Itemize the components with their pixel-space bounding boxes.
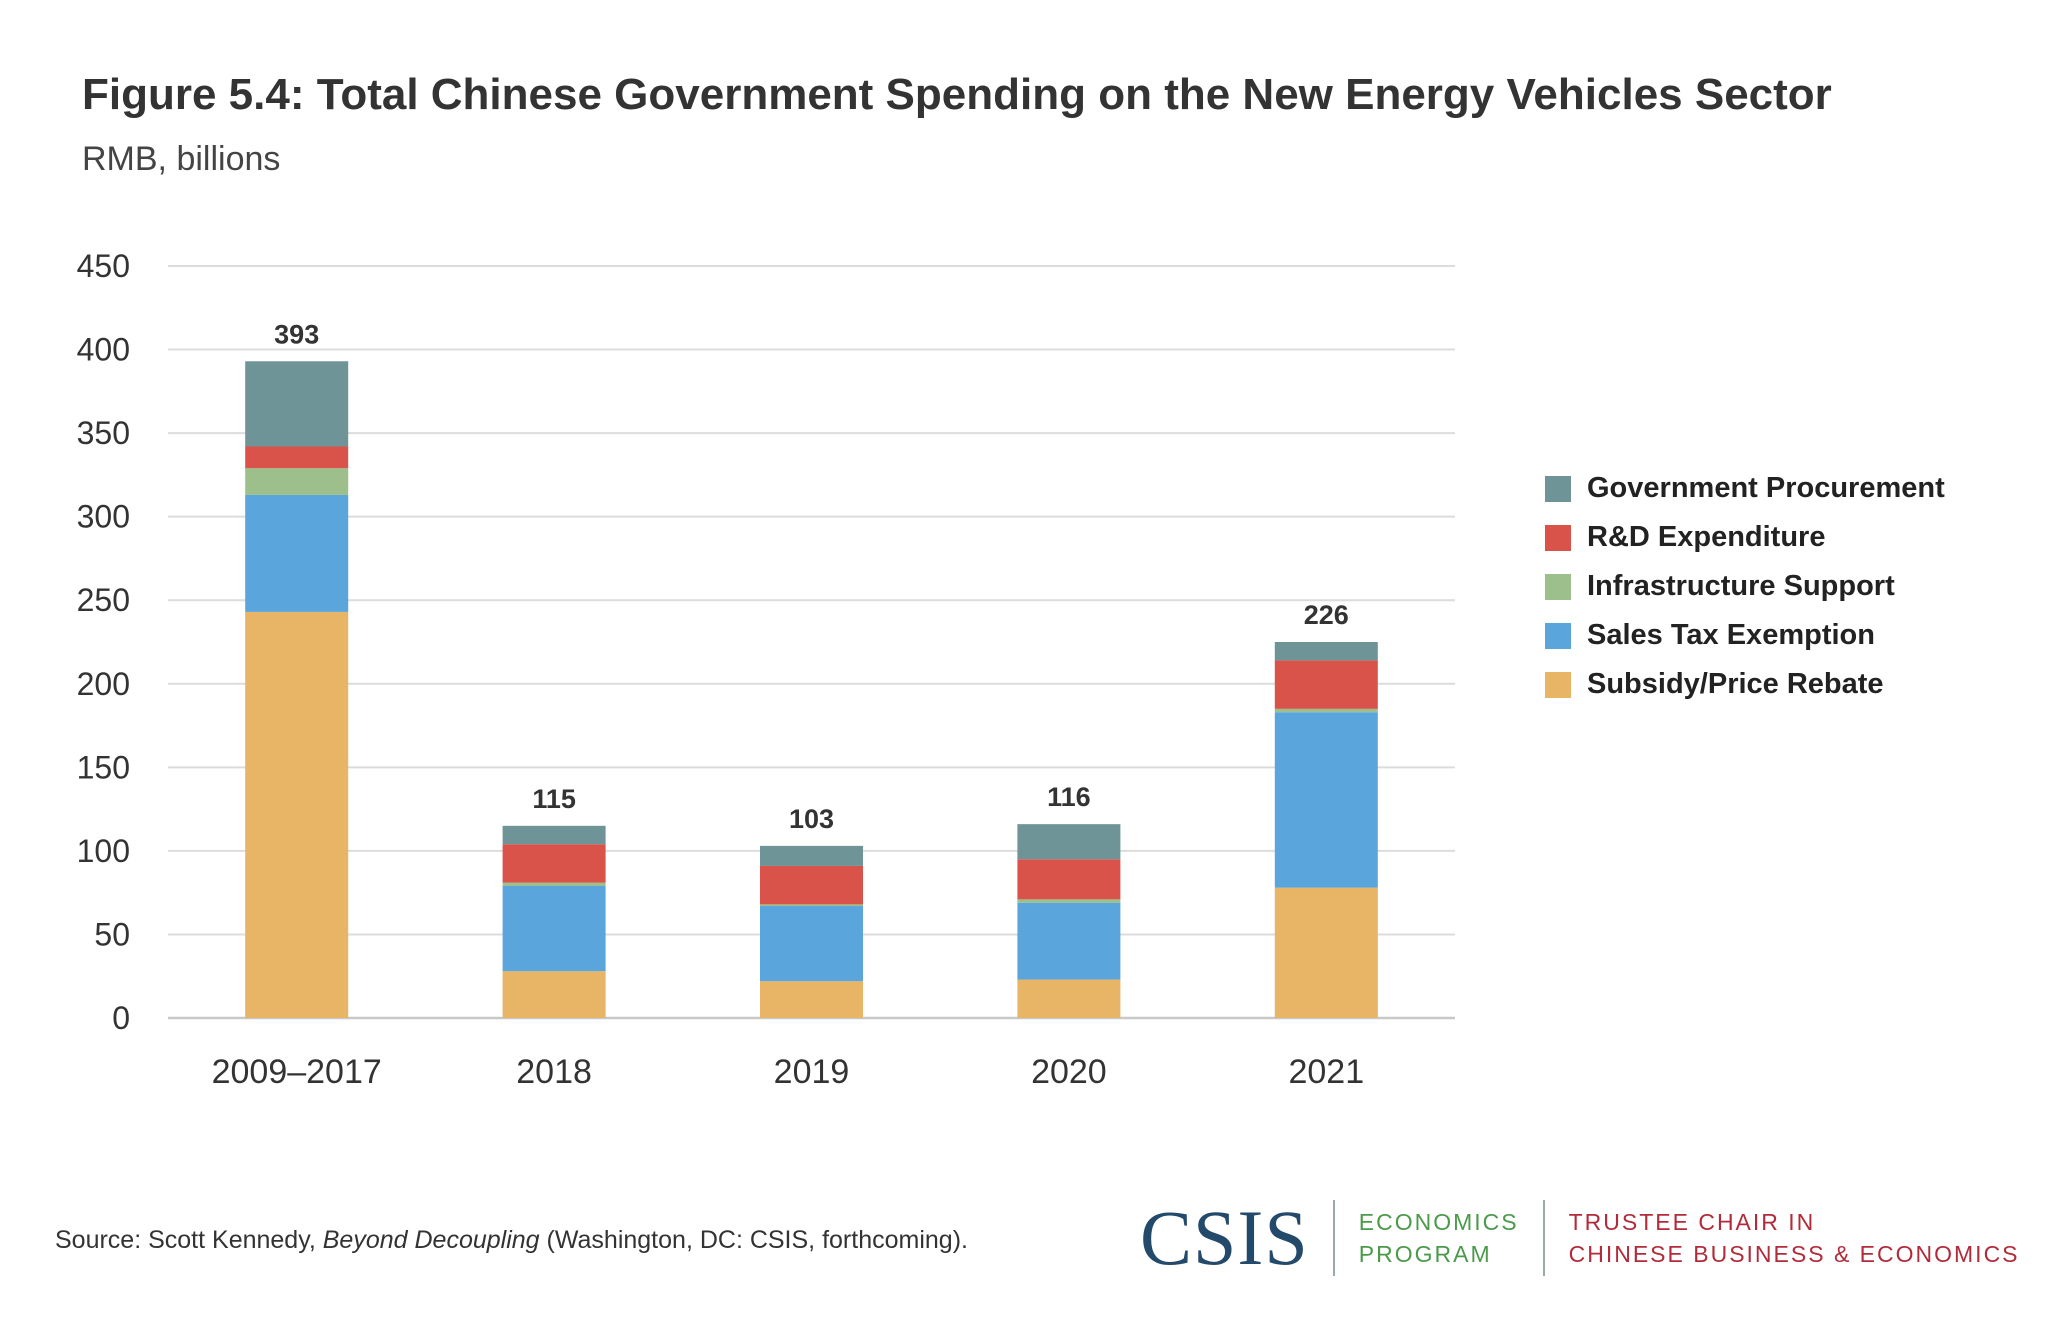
bar-segment <box>1274 642 1378 661</box>
source-note: Source: Scott Kennedy, Beyond Decoupling… <box>55 1226 968 1255</box>
y-tick-label: 100 <box>77 833 130 869</box>
legend-item: Infrastructure Support <box>1545 562 1945 611</box>
legend-label: Infrastructure Support <box>1587 570 1895 602</box>
bar-total-label: 226 <box>1304 600 1349 630</box>
stacked-bar-chart: 0 50 100 150 200 250 300 350 400 450 393 115 103 116… <box>77 248 1455 1091</box>
bar-segment <box>760 904 863 907</box>
bar-segment <box>1017 899 1121 903</box>
bar-segment <box>245 361 349 447</box>
bar-segment <box>1017 902 1121 980</box>
economics-program-label: ECONOMICS PROGRAM <box>1359 1206 1519 1270</box>
legend-item: Sales Tax Exemption <box>1545 611 1945 660</box>
bar-segment <box>502 825 606 845</box>
bars <box>245 361 1378 1018</box>
bar-segment <box>502 882 606 886</box>
x-tick-label: 2021 <box>1288 1053 1364 1091</box>
x-tick-label: 2019 <box>774 1053 850 1091</box>
bar-segment <box>502 971 606 1018</box>
bar-segment <box>245 611 349 1018</box>
bar-segment <box>245 446 349 469</box>
legend: Government Procurement R&D Expenditure Inf… <box>1545 464 1945 709</box>
chair-line-2: CHINESE BUSINESS & ECONOMICS <box>1568 1241 2020 1267</box>
trustee-chair-label: TRUSTEE CHAIR IN CHINESE BUSINESS & ECON… <box>1569 1206 2020 1270</box>
legend-item: R&D Expenditure <box>1545 513 1945 562</box>
legend-item: Government Procurement <box>1545 464 1945 513</box>
program-line-2: PROGRAM <box>1358 1241 1492 1267</box>
y-tick-label: 200 <box>77 666 130 702</box>
x-axis-ticks: 2009–2017 2018 2019 2020 2021 <box>212 1053 1365 1091</box>
gridlines <box>168 265 1455 1020</box>
bar-segment <box>1274 708 1378 713</box>
bar-segment <box>502 844 606 883</box>
legend-swatch <box>1545 622 1571 649</box>
csis-logo: CSIS ECONOMICS PROGRAM TRUSTEE CHAIR IN … <box>1140 1195 2020 1281</box>
y-tick-label: 50 <box>94 916 130 952</box>
x-tick-label: 2020 <box>1031 1053 1107 1091</box>
bar-segment <box>760 845 863 866</box>
y-tick-label: 350 <box>77 415 130 451</box>
program-line-1: ECONOMICS <box>1358 1209 1519 1235</box>
bar-segment <box>1274 887 1378 1018</box>
source-book-title: Beyond Decoupling <box>322 1226 540 1254</box>
bar-segment <box>760 906 863 982</box>
legend-label: Subsidy/Price Rebate <box>1587 668 1884 700</box>
y-tick-label: 450 <box>77 248 130 284</box>
bar-segment <box>245 494 349 612</box>
bar-total-label: 116 <box>1047 782 1091 812</box>
bar-total-label: 115 <box>532 784 576 814</box>
y-tick-label: 0 <box>112 1000 130 1036</box>
y-tick-label: 400 <box>77 332 130 368</box>
total-labels: 393 115 103 116 226 <box>274 319 1349 834</box>
legend-swatch <box>1545 524 1571 551</box>
bar-segment <box>760 981 863 1018</box>
x-tick-label: 2018 <box>516 1053 592 1091</box>
source-prefix: Source: Scott Kennedy, <box>55 1226 323 1254</box>
x-tick-label: 2009–2017 <box>212 1053 382 1091</box>
chair-line-1: TRUSTEE CHAIR IN <box>1568 1209 1816 1235</box>
bar-total-label: 103 <box>789 804 834 834</box>
bar-segment <box>245 468 349 495</box>
y-axis-ticks: 0 50 100 150 200 250 300 350 400 450 <box>77 248 130 1036</box>
legend-swatch <box>1545 671 1571 698</box>
legend-label: R&D Expenditure <box>1587 521 1826 553</box>
legend-label: Government Procurement <box>1587 472 1945 504</box>
logo-divider <box>1332 1200 1335 1276</box>
chart-subtitle: RMB, billions <box>82 140 281 178</box>
source-suffix: (Washington, DC: CSIS, forthcoming). <box>539 1226 968 1254</box>
legend-label: Sales Tax Exemption <box>1587 619 1875 651</box>
y-tick-label: 150 <box>77 749 130 785</box>
bar-segment <box>1017 824 1121 860</box>
bar-segment <box>760 865 863 905</box>
bar-segment <box>1017 979 1121 1018</box>
csis-wordmark: CSIS <box>1140 1194 1309 1281</box>
y-tick-label: 250 <box>77 582 130 618</box>
legend-item: Subsidy/Price Rebate <box>1545 660 1945 709</box>
chart-title: Figure 5.4: Total Chinese Government Spe… <box>82 70 1832 119</box>
logo-divider-2 <box>1542 1200 1545 1276</box>
bar-segment <box>1017 859 1121 900</box>
bar-segment <box>502 885 606 972</box>
legend-swatch <box>1545 475 1571 502</box>
y-tick-label: 300 <box>77 499 130 535</box>
bar-segment <box>1274 660 1378 709</box>
legend-swatch <box>1545 573 1571 600</box>
bar-segment <box>1274 712 1378 888</box>
bar-total-label: 393 <box>274 319 319 349</box>
